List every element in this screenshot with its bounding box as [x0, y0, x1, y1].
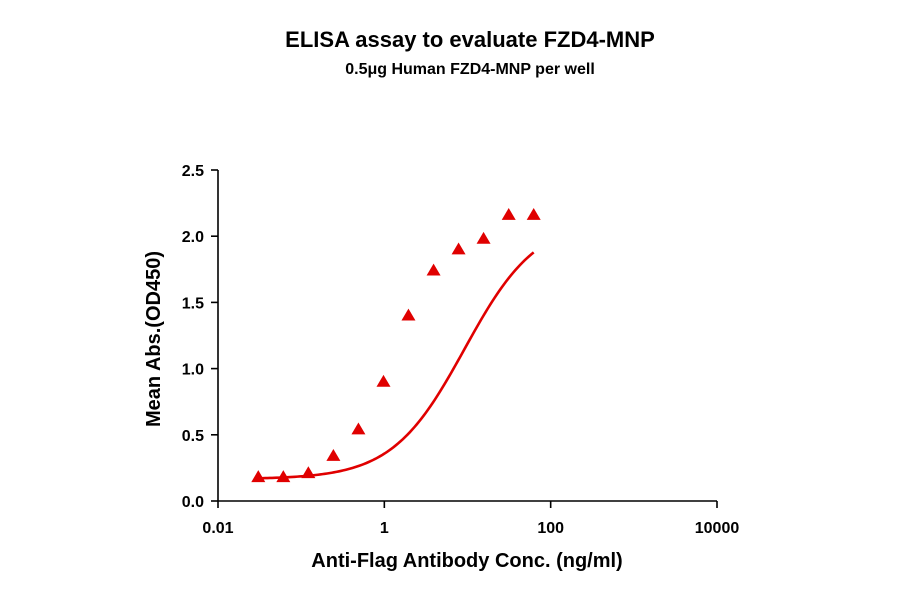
chart-subtitle: 0.5μg Human FZD4-MNP per well — [345, 61, 595, 78]
data-point-7 — [426, 263, 441, 276]
data-point-6 — [401, 308, 416, 321]
data-point-8 — [451, 242, 466, 255]
y-ticks: 0.0 0.5 1.0 1.5 2.0 2.5 — [182, 163, 218, 511]
fit-curve — [258, 251, 535, 480]
data-point-9 — [476, 231, 491, 244]
data-point-0 — [251, 470, 266, 483]
data-point-1 — [276, 470, 291, 483]
data-point-11 — [526, 208, 541, 220]
y-tick-label-1: 0.5 — [182, 428, 204, 445]
data-point-3 — [326, 448, 341, 461]
y-tick-label-4: 2.0 — [182, 229, 204, 246]
x-tick-label-0: 0.01 — [202, 520, 233, 537]
data-points — [251, 208, 541, 483]
data-point-2 — [301, 466, 316, 479]
y-tick-label-3: 1.5 — [182, 295, 204, 312]
x-axis-label: Anti-Flag Antibody Conc. (ng/ml) — [311, 550, 622, 572]
x-tick-label-2: 100 — [537, 520, 564, 537]
data-point-5 — [376, 374, 391, 387]
y-tick-label-2: 1.0 — [182, 362, 204, 379]
chart-title: ELISA assay to evaluate FZD4-MNP — [285, 27, 655, 52]
y-axis-label: Mean Abs.(OD450) — [143, 251, 165, 427]
y-tick-label-5: 2.5 — [182, 163, 204, 180]
data-point-4 — [351, 422, 366, 435]
data-point-10 — [501, 208, 516, 220]
x-tick-label-3: 10000 — [695, 520, 740, 537]
x-tick-label-1: 1 — [380, 520, 389, 537]
y-tick-label-0: 0.0 — [182, 494, 204, 511]
x-ticks: 0.01 1 100 10000 — [202, 501, 739, 537]
